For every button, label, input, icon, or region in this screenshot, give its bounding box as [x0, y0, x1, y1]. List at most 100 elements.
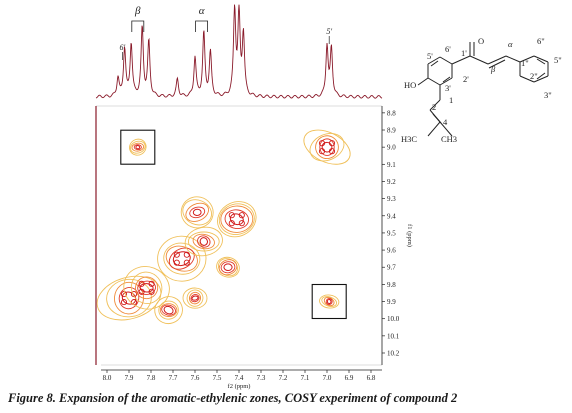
plot-frame — [95, 105, 382, 366]
contour-level — [135, 276, 159, 300]
contour-level — [319, 294, 340, 309]
x-tick-label: 7.2 — [279, 374, 288, 382]
bond — [536, 72, 546, 80]
contour-level — [130, 271, 163, 304]
projection-label: 6' — [120, 43, 126, 52]
contour-level — [163, 242, 201, 275]
contour-core — [120, 299, 128, 306]
x-tick-label: 7.9 — [125, 374, 134, 382]
contour-level — [154, 296, 183, 325]
contour-level — [106, 278, 152, 318]
contour-level — [135, 145, 141, 150]
contour-level — [139, 283, 154, 293]
contour-level — [325, 298, 333, 305]
bond — [469, 55, 489, 65]
atom-label: 6" — [537, 36, 545, 46]
contour-level — [163, 305, 174, 315]
contour-level — [123, 266, 170, 310]
contour-level — [187, 231, 220, 252]
contour-core — [318, 140, 326, 147]
contour-level — [180, 196, 214, 229]
x-tick-label: 7.5 — [213, 374, 222, 382]
contour-level — [315, 135, 339, 160]
contour-level — [303, 129, 351, 165]
x-axis-label: f2 (ppm) — [228, 383, 251, 390]
atom-label: 6' — [445, 44, 451, 54]
contour-core — [228, 212, 235, 219]
contour-level — [216, 256, 240, 278]
contour-level — [321, 141, 333, 153]
atom-label: H3C — [401, 134, 417, 144]
bond — [427, 77, 441, 86]
cross-peak — [184, 226, 223, 257]
contour-level — [186, 289, 204, 307]
atom-label: 1" — [521, 58, 529, 68]
contour-level — [165, 245, 198, 272]
cross-peak — [129, 138, 147, 156]
atom-label: 2' — [463, 74, 469, 84]
y-tick-label: 8.8 — [387, 109, 396, 117]
x-tick-label: 6.8 — [367, 374, 376, 382]
bond — [429, 99, 441, 111]
contour-level — [326, 299, 332, 305]
x-tick-label: 7.8 — [147, 374, 156, 382]
cross-peak — [217, 201, 257, 238]
bond — [427, 121, 441, 137]
contour-plot — [96, 129, 351, 325]
bond — [533, 55, 549, 63]
bond — [430, 60, 439, 67]
bond — [442, 76, 451, 83]
atom-label: 2 — [432, 102, 436, 112]
contour-level — [220, 261, 236, 274]
atom-label: α — [508, 39, 513, 49]
y-tick-label: 10.1 — [387, 332, 400, 340]
y-tick-label: 9.9 — [387, 298, 396, 306]
top-projection-spectrum — [95, 4, 383, 99]
bond — [533, 75, 549, 83]
bond — [487, 55, 507, 65]
bond — [439, 56, 453, 65]
contour-level — [223, 263, 233, 272]
atom-label: β — [490, 64, 496, 74]
cross-peak — [180, 196, 214, 229]
contour-level — [114, 281, 144, 315]
projection-bracket — [195, 20, 208, 32]
contour-level — [224, 209, 250, 230]
contour-level — [161, 304, 176, 316]
x-tick-label: 7.6 — [191, 374, 200, 382]
contour-level — [168, 247, 195, 270]
atom-label: 5" — [554, 55, 562, 65]
contour-level — [323, 296, 335, 307]
contour-level — [159, 303, 178, 317]
x-tick-label: 7.3 — [257, 374, 266, 382]
x-tick-label: 8.0 — [103, 374, 112, 382]
y-tick-label: 9.1 — [387, 161, 396, 169]
contour-core — [173, 251, 180, 258]
contour-level — [192, 233, 215, 250]
bond — [519, 55, 535, 63]
contour-level — [172, 251, 191, 267]
contour-level — [321, 296, 338, 307]
x-tick-label: 7.0 — [323, 374, 332, 382]
contour-level — [96, 275, 162, 321]
atom-label: 2" — [530, 71, 538, 81]
y-tick-label: 10.2 — [387, 349, 400, 357]
x-tick-label: 6.9 — [345, 374, 354, 382]
atom-label: CH3 — [441, 134, 457, 144]
contour-level — [131, 142, 145, 152]
y-tick-label: 9.6 — [387, 247, 396, 255]
y-tick-label: 9.3 — [387, 195, 396, 203]
contour-core — [238, 220, 245, 227]
contour-level — [157, 235, 207, 282]
y-tick-label: 9.8 — [387, 281, 396, 289]
contour-level — [190, 294, 200, 303]
projection-bracket — [131, 20, 145, 32]
figure-caption: Figure 8. Expansion of the aromatic-ethy… — [8, 391, 458, 405]
y-tick-label: 9.4 — [387, 212, 396, 220]
x-tick-label: 7.7 — [169, 374, 178, 382]
contour-level — [182, 287, 208, 309]
contour-level — [218, 203, 255, 236]
atom-label: HO — [404, 80, 416, 90]
bond — [488, 59, 506, 69]
